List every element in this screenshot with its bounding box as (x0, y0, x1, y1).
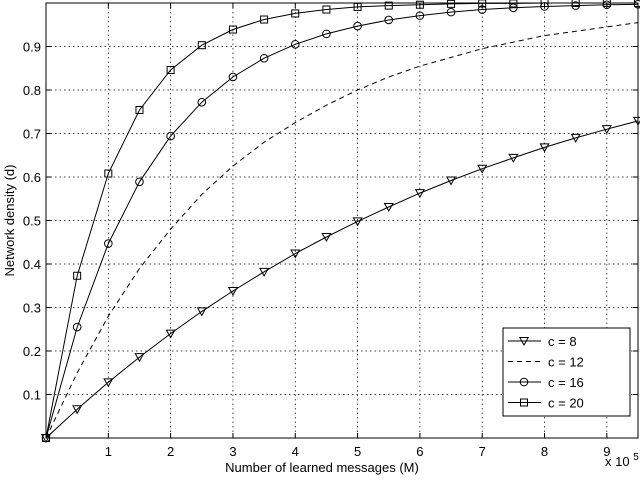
data-point (228, 72, 238, 82)
data-point (72, 405, 83, 415)
grid-lines (46, 3, 638, 438)
data-point (197, 41, 206, 50)
data-point (166, 131, 175, 141)
legend-label: c = 12 (548, 355, 584, 370)
x-multiplier-base: x 10 (605, 454, 630, 469)
x-tick-label: 9 (603, 444, 610, 459)
y-tick-label: 0.9 (23, 40, 41, 55)
data-point (353, 21, 362, 31)
x-axis-multiplier: x 10 5 (605, 452, 639, 469)
legend-marker (519, 377, 529, 387)
x-tick-label: 4 (292, 444, 299, 459)
data-point (228, 25, 237, 34)
y-tick-label: 0.4 (23, 257, 41, 272)
legend-marker (520, 398, 528, 407)
series-line (45, 120, 639, 439)
x-tick-label: 6 (416, 444, 423, 459)
legend-box (502, 327, 631, 417)
data-point (72, 322, 82, 332)
axis-ticks: 1 2 3 4 5 6 7 8 9 0.1 0.2 0.3 0.4 0.5 0.6 0.7 0.8 0.9 (23, 3, 638, 459)
legend-item: c = 16 (508, 375, 584, 390)
data-point (477, 164, 488, 174)
data-point (601, 125, 612, 135)
data-point (73, 271, 82, 280)
legend-marker (518, 337, 530, 347)
legend-item: c = 8 (508, 334, 577, 349)
data-point (104, 239, 113, 248)
data-point (104, 169, 113, 178)
y-tick-label: 0.1 (23, 388, 41, 403)
y-tick-label: 0.3 (23, 301, 41, 316)
x-tick-label: 7 (479, 444, 486, 459)
series-line (45, 22, 639, 439)
x-tick-label: 3 (229, 444, 236, 459)
legend-item: c = 12 (508, 355, 584, 370)
legend-label: c = 8 (548, 334, 577, 349)
data-point (290, 249, 301, 259)
y-tick-label: 0.8 (23, 83, 41, 98)
x-tick-label: 5 (354, 444, 361, 459)
data-point (445, 176, 457, 186)
series-group (40, 0, 640, 444)
data-point (414, 189, 425, 199)
x-axis-title: Number of learned messages (M) (225, 460, 419, 475)
data-point (383, 203, 394, 213)
series-line (45, 3, 639, 439)
legend-item: c = 20 (508, 396, 584, 411)
data-point (384, 15, 394, 25)
x-tick-label: 2 (167, 444, 174, 459)
x-tick-label: 8 (541, 444, 548, 459)
data-point (291, 9, 300, 18)
data-point (103, 378, 114, 388)
legend-label: c = 20 (548, 396, 584, 411)
y-tick-label: 0.2 (23, 344, 41, 359)
data-point (290, 40, 300, 49)
legend-label: c = 16 (548, 375, 584, 390)
data-point (447, 0, 456, 8)
data-point (384, 1, 393, 10)
data-point (322, 29, 331, 39)
y-tick-label: 0.5 (23, 214, 41, 229)
data-point (196, 307, 207, 317)
data-point (352, 217, 363, 227)
data-point (197, 97, 207, 107)
data-point (166, 65, 175, 74)
y-axis-title: Network density (d) (2, 165, 17, 277)
data-point (134, 353, 145, 363)
data-point (260, 15, 269, 24)
data-point (135, 177, 144, 187)
y-tick-label: 0.7 (23, 127, 41, 142)
data-point (322, 5, 331, 14)
data-point (539, 143, 550, 153)
data-point (570, 133, 581, 143)
data-point (509, 3, 518, 13)
data-point (508, 153, 519, 163)
x-tick-label: 1 (105, 444, 112, 459)
data-point (259, 53, 269, 63)
data-point (135, 106, 144, 115)
data-point (415, 0, 424, 9)
legend: c = 8 c = 12 c = 16 c = 20 (502, 327, 631, 417)
series-2 (45, 22, 639, 439)
data-point (259, 267, 270, 277)
data-point (165, 329, 176, 339)
data-point (446, 7, 456, 17)
y-tick-label: 0.6 (23, 170, 41, 185)
data-point (321, 233, 332, 243)
data-point (415, 11, 425, 20)
series-1 (40, 116, 640, 444)
data-point (227, 286, 239, 296)
x-multiplier-exponent: 5 (633, 452, 639, 463)
